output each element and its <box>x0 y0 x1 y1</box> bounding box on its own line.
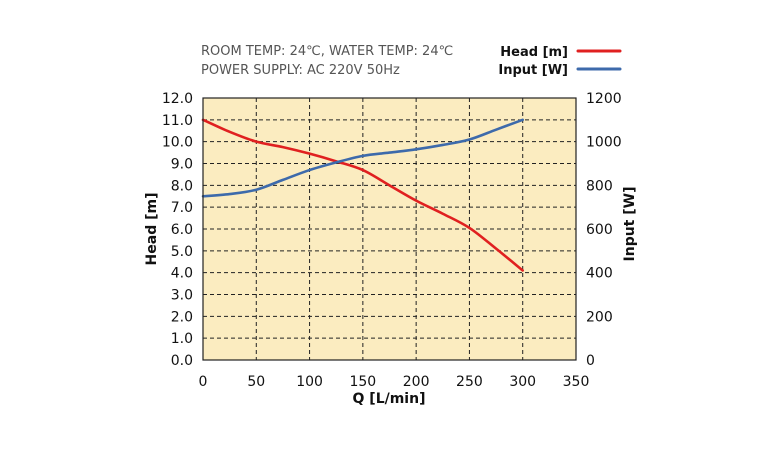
y2-tick-label: 400 <box>586 266 613 282</box>
y-tick-label: 9.0 <box>171 157 193 173</box>
y2-tick-label: 1000 <box>586 135 622 151</box>
y-tick-label: 4.0 <box>171 266 193 282</box>
x-tick-label: 250 <box>456 374 483 390</box>
y-tick-label: 5.0 <box>171 244 193 260</box>
x-tick-label: 300 <box>509 374 536 390</box>
x-tick-label: 350 <box>563 374 590 390</box>
test-condition-note: ROOM TEMP: 24℃, WATER TEMP: 24℃ <box>201 44 453 59</box>
y2-axis-label: Input [W] <box>622 187 638 262</box>
y-tick-label: 2.0 <box>171 309 193 325</box>
y-tick-label: 1.0 <box>171 331 193 347</box>
input-curve <box>201 118 525 198</box>
y2-tick-label: 600 <box>586 222 613 238</box>
y2-tick-label: 800 <box>586 178 613 194</box>
x-tick-label: 150 <box>349 374 376 390</box>
legend-label-input: Input [W] <box>498 63 568 78</box>
data-series <box>201 118 525 272</box>
x-axis-label: Q [L/min] <box>353 391 426 407</box>
y-tick-label: 6.0 <box>171 222 193 238</box>
x-tick-label: 0 <box>199 374 208 390</box>
y-tick-label: 10.0 <box>162 135 193 151</box>
legend-label-head: Head [m] <box>500 45 568 60</box>
plot-frame <box>202 97 577 361</box>
y-axis-label: Head [m] <box>144 193 160 266</box>
x-tick-label: 50 <box>247 374 265 390</box>
y-tick-label: 3.0 <box>171 288 193 304</box>
y2-tick-label: 0 <box>586 353 595 369</box>
x-tick-label: 200 <box>403 374 430 390</box>
y-axis-ticks: 0.0 1.0 2.0 3.0 4.0 5.0 6.0 7.0 8.0 9.0 10.0 11.0 12… <box>162 91 193 369</box>
y-tick-label: 12.0 <box>162 91 193 107</box>
y-tick-label: 8.0 <box>171 178 193 194</box>
y2-tick-label: 1200 <box>586 91 622 107</box>
power-supply-note: POWER SUPPLY: AC 220V 50Hz <box>201 63 400 78</box>
y2-tick-label: 200 <box>586 309 613 325</box>
x-axis-ticks: 0 50 100 150 200 250 300 350 <box>199 374 590 390</box>
y-tick-label: 7.0 <box>171 200 193 216</box>
legend: Head [m] Input [W] <box>498 45 622 78</box>
head-curve <box>201 118 525 272</box>
y-tick-label: 0.0 <box>171 353 193 369</box>
y2-axis-ticks: 0 200 400 600 800 1000 1200 <box>586 91 622 369</box>
y-tick-label: 11.0 <box>162 113 193 129</box>
x-tick-label: 100 <box>296 374 323 390</box>
